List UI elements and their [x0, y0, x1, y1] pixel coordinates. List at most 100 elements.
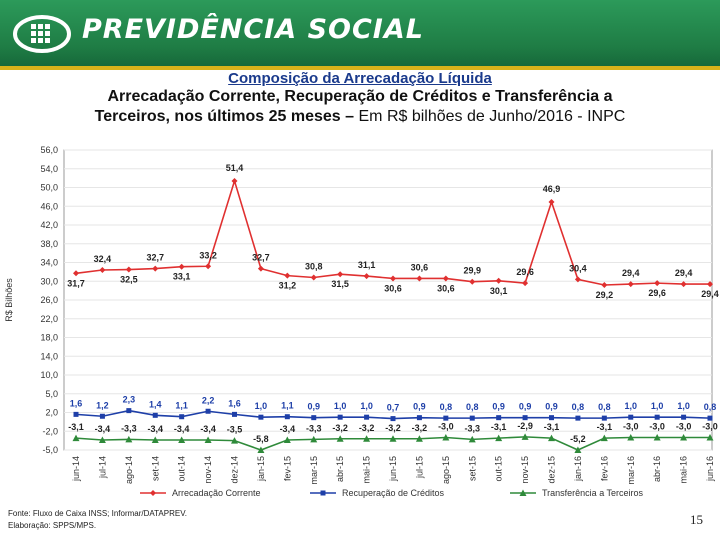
y-tick-label: 42,0 — [40, 220, 58, 230]
data-label: 2,2 — [202, 395, 215, 405]
data-point — [205, 263, 212, 270]
data-point — [443, 415, 449, 421]
data-point — [337, 414, 343, 420]
data-point — [442, 434, 450, 441]
data-point — [469, 278, 476, 285]
data-label: 1,0 — [651, 401, 664, 411]
data-label: -3,1 — [491, 422, 507, 432]
data-point — [549, 415, 554, 421]
data-label: -3,0 — [676, 422, 692, 432]
data-label: 30,6 — [437, 283, 455, 293]
data-point — [416, 415, 422, 421]
data-label: 32,7 — [252, 253, 270, 263]
data-label: 31,5 — [331, 279, 349, 289]
data-point — [125, 266, 132, 273]
chart-subtitle: Arrecadação Corrente, Recuperação de Cré… — [0, 87, 720, 127]
data-point — [574, 276, 581, 283]
legend-entry: Recuperação de Créditos — [342, 488, 445, 498]
data-point — [627, 281, 634, 288]
data-point — [495, 434, 503, 442]
data-label: 0,8 — [466, 402, 479, 412]
data-point — [653, 434, 661, 441]
y-axis-label: R$ Bilhões — [4, 278, 14, 322]
x-tick-label: dez-15 — [547, 456, 557, 484]
legend-entry: Transferência a Terceiros — [542, 488, 644, 498]
data-point — [496, 415, 502, 421]
chart-title: Composição da Arrecadação Líquida — [228, 70, 492, 87]
data-point — [390, 275, 396, 282]
data-point — [232, 411, 237, 417]
data-point — [284, 272, 291, 279]
data-label: 33,2 — [199, 250, 217, 260]
data-label: 29,6 — [648, 288, 666, 298]
data-label: 32,4 — [94, 254, 112, 264]
data-point — [680, 281, 687, 288]
data-label: 30,6 — [411, 262, 429, 272]
data-label: -3,5 — [227, 425, 243, 435]
data-point — [654, 414, 660, 420]
footer: Fonte: Fluxo de Caixa INSS; Informar/DAT… — [8, 508, 187, 532]
previdencia-logo — [13, 15, 71, 53]
data-point — [575, 415, 581, 421]
legend-entry: Arrecadação Corrente — [172, 488, 261, 498]
data-label: 0,9 — [413, 402, 426, 412]
data-label: -3,2 — [332, 423, 348, 433]
x-tick-label: jan-16 — [573, 456, 583, 482]
x-tick-label: mai-16 — [679, 456, 689, 484]
data-label: 1,1 — [281, 401, 294, 411]
prepared-note: Elaboração: SPPS/MPS. — [8, 521, 97, 530]
x-tick-label: nov-15 — [520, 456, 530, 484]
data-label: 1,0 — [334, 401, 347, 411]
x-tick-label: mar-16 — [626, 456, 636, 485]
y-tick-label: 50,0 — [40, 183, 58, 193]
data-point — [337, 271, 344, 278]
data-point — [283, 436, 291, 443]
title-block: Composição da Arrecadação Líquida Arreca… — [0, 70, 720, 127]
data-label: 29,6 — [516, 267, 534, 277]
data-label: 29,4 — [701, 289, 719, 299]
x-tick-label: jun-15 — [388, 456, 398, 482]
data-label: 0,8 — [598, 402, 611, 412]
x-tick-label: ago-15 — [441, 456, 451, 484]
data-point — [204, 436, 212, 443]
y-tick-label: 56,0 — [40, 145, 58, 155]
y-tick-label: 46,0 — [40, 201, 58, 211]
data-point — [548, 199, 555, 206]
y-tick-label: 34,0 — [40, 258, 58, 268]
data-label: 31,7 — [67, 278, 85, 288]
data-point — [707, 281, 713, 288]
data-point — [522, 415, 528, 421]
data-label: 1,1 — [175, 401, 188, 411]
data-label: 30,8 — [305, 262, 323, 272]
data-label: 1,0 — [624, 401, 637, 411]
data-label: 1,6 — [70, 398, 83, 408]
x-tick-label: jul-14 — [97, 456, 107, 479]
data-label: -3,2 — [359, 423, 375, 433]
data-point — [416, 275, 423, 282]
data-point — [151, 436, 159, 443]
y-tick-label: 54,0 — [40, 164, 58, 174]
data-point — [72, 434, 80, 442]
header-stripe — [0, 66, 720, 70]
data-label: -3,0 — [649, 422, 665, 432]
data-point — [469, 415, 475, 421]
y-tick-label: 10,0 — [40, 370, 58, 380]
y-tick-label: -5,0 — [42, 445, 58, 455]
y-tick-label: 18,0 — [40, 333, 58, 343]
data-point — [178, 436, 186, 443]
data-point — [257, 446, 265, 453]
subtitle-line-2-normal: Em R$ bilhões de Junho/2016 - INPC — [354, 108, 626, 125]
data-point — [707, 415, 713, 421]
data-label: 0,8 — [440, 402, 453, 412]
subtitle-line-2-bold: Terceiros, nos últimos 25 meses – — [94, 108, 355, 125]
data-label: 0,9 — [492, 402, 505, 412]
data-label: 0,9 — [519, 402, 532, 412]
data-label: -3,4 — [280, 424, 296, 434]
data-label: -3,3 — [306, 423, 322, 433]
data-label: 30,1 — [490, 286, 508, 296]
data-label: -3,2 — [385, 423, 401, 433]
data-point — [574, 446, 582, 453]
data-point — [628, 414, 634, 420]
data-label: 32,5 — [120, 275, 138, 285]
data-label: 1,0 — [255, 401, 268, 411]
